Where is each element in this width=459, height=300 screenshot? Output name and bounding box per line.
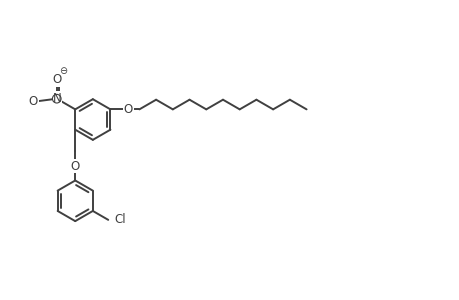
Text: O: O bbox=[70, 160, 80, 173]
Text: O: O bbox=[29, 95, 38, 108]
Text: O: O bbox=[123, 103, 133, 116]
Text: O: O bbox=[52, 73, 61, 86]
Text: Cl: Cl bbox=[115, 213, 126, 226]
Text: $\ominus$: $\ominus$ bbox=[59, 65, 68, 76]
Text: N: N bbox=[52, 92, 61, 105]
